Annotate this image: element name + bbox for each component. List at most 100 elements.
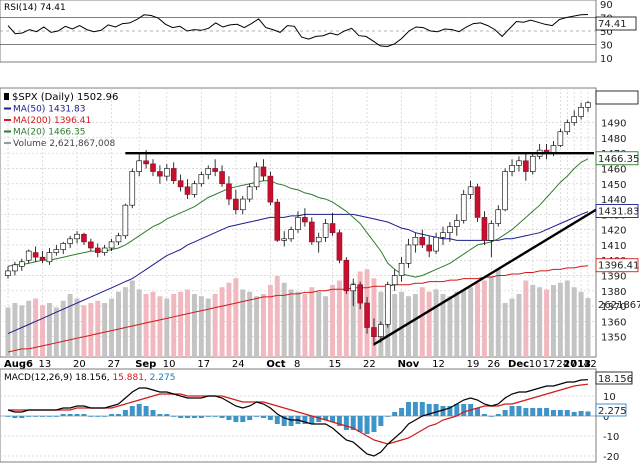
macd-hist-bar (447, 406, 453, 416)
price-marker-box (595, 151, 639, 166)
macd-hist-bar (267, 416, 273, 420)
macd-hist-bar (502, 410, 508, 416)
x-axis-label: 22 (584, 359, 597, 370)
candle-up (288, 229, 294, 240)
price-marker-label: 1396.41 (598, 261, 639, 272)
macd-hist-bar (323, 416, 329, 420)
candle-up (571, 116, 577, 123)
macd-ticks: 10 0 -10 -20 (603, 392, 619, 463)
x-axis-label: 2013 (563, 359, 591, 370)
macd-hist-bar (102, 416, 108, 417)
macd-hist-bar (461, 404, 467, 416)
volume-bar (53, 307, 59, 357)
volume-bar (198, 296, 204, 357)
candle-down (184, 186, 191, 195)
volume-bar (475, 282, 481, 357)
candle-up (74, 233, 80, 240)
macd-hist-bar (164, 414, 170, 416)
macd-hist-bar (537, 408, 543, 416)
volume-bar (102, 303, 108, 357)
volume-bar (191, 294, 197, 357)
volume-bar (136, 289, 142, 357)
macd-hist-bar (129, 406, 135, 416)
volume-bar (205, 298, 211, 357)
x-axis-label: 8 (294, 359, 300, 370)
volume-bar (67, 294, 73, 357)
x-axis-label: Nov (398, 359, 420, 370)
macd-legend-text: MACD(12,26,9) 18.156, 15.881, 2.275 (4, 373, 175, 383)
volume-bar (544, 289, 550, 357)
macd-hist-bar (40, 416, 46, 417)
volume-bar (426, 291, 432, 357)
candle-up (53, 249, 60, 253)
candle-up (322, 223, 329, 238)
macd-hist-bar (523, 408, 529, 416)
volume-bar (323, 296, 329, 357)
volume-bar (564, 280, 570, 357)
candle-up (246, 186, 253, 200)
volume-bar (509, 298, 515, 357)
macd-hist-bar (399, 408, 405, 416)
macd-hist-bar (46, 416, 52, 417)
candle-up (315, 236, 322, 243)
candle-down (371, 327, 377, 338)
macd-hist-bar (136, 404, 142, 416)
price-tick-label: 1420 (601, 226, 626, 237)
candle-up (67, 238, 73, 244)
macd-hist-bar (281, 416, 287, 426)
volume-bar (88, 303, 94, 357)
legend-entry: MA(200) 1396.41 (13, 116, 91, 126)
candle-down (150, 163, 156, 172)
volume-bars (5, 269, 591, 357)
candle-down (39, 256, 46, 261)
macd-hist-bar (309, 416, 315, 424)
macd-hist-bar (60, 414, 66, 416)
price-tick-label: 1350 (601, 333, 626, 344)
candle-up (578, 106, 584, 117)
macd-hist-bar (260, 416, 266, 418)
macd-hist-bar (585, 411, 591, 416)
macd-pane: MACD(12,26,9) 18.156, 15.881, 2.275 10 0 -… (0, 368, 633, 463)
candle-up (25, 250, 32, 261)
macd-hist-bar (330, 416, 336, 422)
volume-bar (164, 298, 170, 357)
macd-hist-bar (143, 406, 149, 416)
macd-hist-bar (122, 410, 128, 416)
volume-bar (122, 287, 128, 357)
volume-bar (357, 271, 363, 357)
macd-hist-bar (191, 416, 197, 418)
candle-down (170, 168, 177, 182)
macd-hist-bar (357, 416, 363, 432)
price-tick-label: 1390 (601, 272, 626, 283)
macd-hist-bar (212, 416, 218, 417)
volume-bar (12, 303, 18, 357)
macd-legend-part: 18.156, (75, 373, 112, 383)
volume-bar (171, 294, 177, 357)
macd-hist-bar (302, 416, 308, 424)
macd-hist-bar (115, 414, 121, 416)
macd-hist-bar (433, 404, 439, 416)
volume-bar (350, 282, 356, 357)
macd-hist-bar (350, 416, 356, 430)
macd-hist-bar (371, 416, 377, 432)
volume-bar (60, 300, 66, 357)
candle-up (398, 262, 405, 276)
legend-entry: MA(50) 1431.83 (13, 105, 85, 115)
macd-hist-bar (426, 404, 432, 416)
candle-down (226, 183, 232, 200)
volume-bar (33, 298, 39, 357)
legend-entry: MA(20) 1466.35 (13, 128, 85, 138)
macd-hist-bar (578, 411, 584, 416)
candle-up (281, 238, 287, 241)
volume-bar (330, 285, 336, 357)
candle-down (212, 168, 218, 172)
macd-hist-bar (150, 410, 156, 416)
candle-up (205, 168, 212, 175)
candle-down (274, 201, 281, 241)
volume-bar (530, 285, 536, 357)
macd-hist-bar (240, 416, 246, 422)
macd-hist-bar (26, 416, 32, 417)
price-tick-label: 1360 (601, 317, 626, 328)
